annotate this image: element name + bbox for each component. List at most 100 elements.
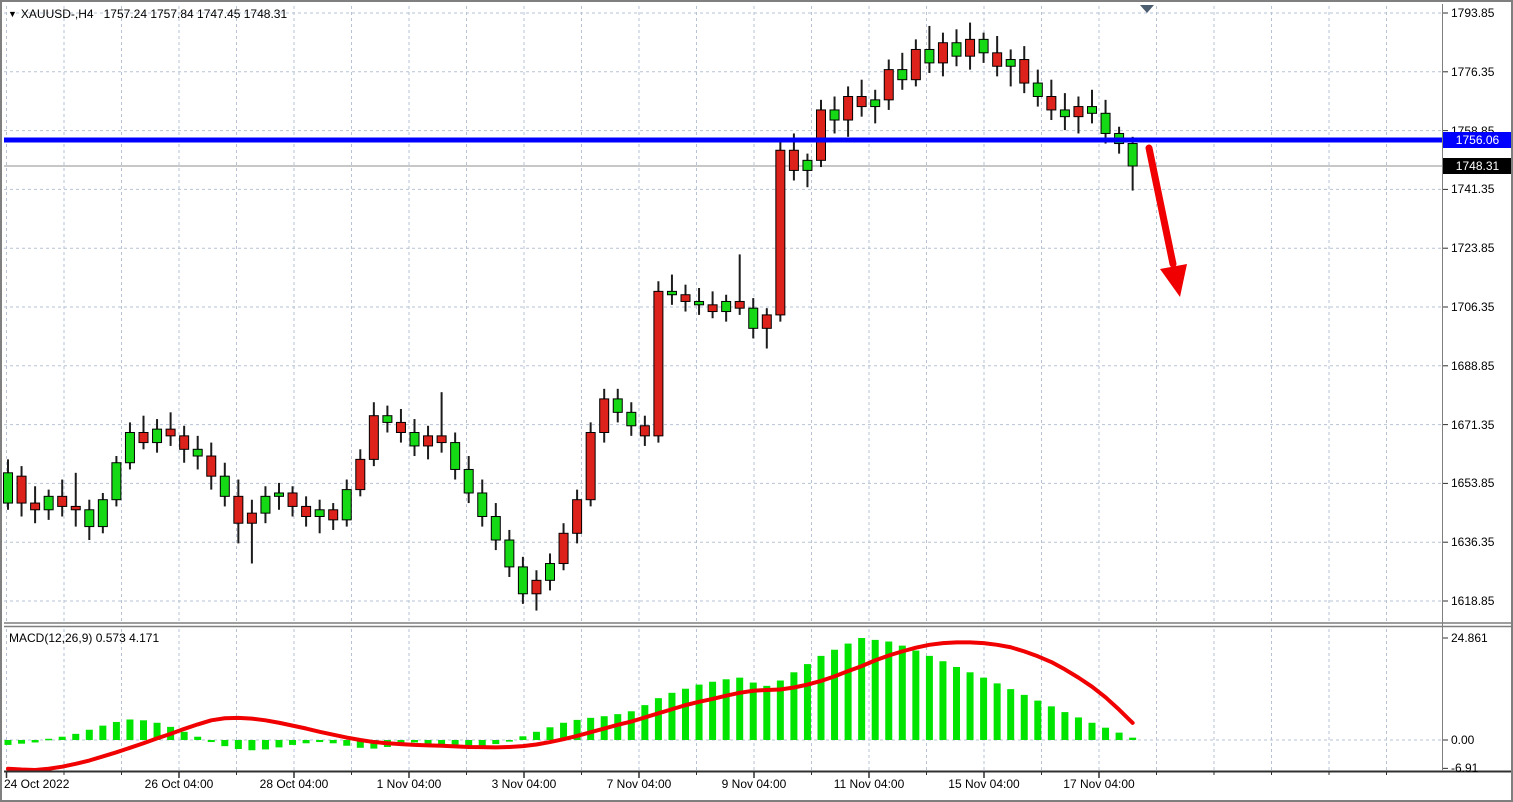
- current-candle-marker-icon: [1140, 5, 1154, 13]
- macd-histogram-bar: [925, 655, 933, 740]
- macd-histogram-bar: [275, 740, 283, 748]
- macd-signal-line: [6, 640, 1135, 772]
- macd-histogram-bar: [370, 740, 378, 749]
- macd-histogram-bar: [58, 736, 66, 740]
- candle-body: [653, 290, 664, 437]
- hline-price-badge: 1756.06: [1443, 131, 1511, 148]
- macd-histogram-bar: [980, 677, 988, 740]
- candle-body: [802, 159, 813, 171]
- collapse-triangle-icon[interactable]: ▼: [8, 9, 17, 19]
- macd-histogram-bar: [912, 650, 920, 740]
- candle-body: [978, 38, 989, 54]
- candle-body: [761, 314, 772, 329]
- candle-body: [558, 532, 569, 565]
- macd-histogram-bar: [180, 731, 188, 740]
- down-arrow-object[interactable]: [1145, 144, 1177, 268]
- candle-body: [1019, 59, 1030, 84]
- candle-body: [694, 300, 705, 306]
- macd-histogram-bar: [140, 720, 147, 740]
- candle-body: [517, 566, 528, 595]
- macd-histogram-bar: [560, 722, 568, 740]
- candle-body: [70, 505, 81, 511]
- candle-body: [57, 495, 68, 507]
- candle-body: [924, 48, 935, 64]
- candle-body: [707, 304, 718, 313]
- candle-body: [992, 52, 1003, 67]
- candle-body: [30, 502, 41, 511]
- macd-histogram-bar: [641, 705, 649, 740]
- macd-histogram-bar: [194, 736, 202, 740]
- candle-body: [910, 48, 921, 81]
- candle-body: [260, 495, 271, 514]
- candle-body: [965, 38, 976, 57]
- macd-histogram-bar: [682, 688, 689, 740]
- macd-histogram-bar: [465, 740, 473, 749]
- candle-body: [883, 69, 894, 101]
- macd-histogram-bar: [709, 681, 717, 740]
- candle-body: [680, 294, 691, 302]
- candle-body: [287, 492, 298, 507]
- candle-body: [124, 431, 135, 464]
- candle-body: [666, 290, 677, 296]
- macd-histogram-bar: [817, 655, 825, 740]
- candle-body: [355, 458, 366, 491]
- macd-histogram-bar: [248, 740, 256, 751]
- candle-body: [84, 509, 95, 528]
- macd-histogram-bar: [1047, 706, 1055, 740]
- candle-body: [192, 448, 203, 457]
- macd-histogram-bar: [356, 740, 364, 748]
- candle-body: [599, 398, 610, 433]
- macd-histogram-bar: [316, 740, 324, 743]
- candle-body: [43, 495, 54, 511]
- candle-body: [1073, 106, 1084, 118]
- candle-body: [504, 539, 515, 568]
- macd-histogram-bar: [4, 740, 12, 745]
- macd-histogram-bar: [831, 649, 839, 740]
- macd-histogram-bar: [126, 719, 134, 740]
- candle-body: [436, 435, 447, 444]
- ohlc-values: 1757.24 1757.84 1747.45 1748.31: [103, 7, 288, 21]
- macd-histogram-bar: [790, 672, 798, 740]
- symbol-timeframe-label: XAUUSD-,H4: [20, 7, 94, 21]
- macd-histogram-bar: [99, 725, 107, 740]
- candle-body: [531, 579, 542, 595]
- macd-indicator-values: 0.573 4.171: [95, 631, 160, 645]
- candle-body: [97, 499, 108, 528]
- candle-body: [463, 468, 474, 494]
- macd-histogram-bar: [573, 719, 581, 740]
- macd-histogram-bar: [627, 711, 635, 740]
- candle-body: [219, 475, 230, 497]
- candle-body: [246, 512, 257, 524]
- macd-histogram-bar: [885, 641, 893, 740]
- macd-histogram-bar: [478, 740, 486, 747]
- candle-body: [1046, 95, 1057, 111]
- chart-header: ▼ XAUUSD-,H4 1757.24 1757.84 1747.45 1748.…: [8, 7, 287, 21]
- macd-histogram-bar: [614, 714, 622, 740]
- macd-histogram-bar: [261, 740, 269, 750]
- candle-body: [748, 307, 759, 329]
- candle-body: [951, 42, 962, 57]
- macd-histogram-bar: [112, 721, 120, 740]
- candle-body: [341, 489, 352, 521]
- candle-body: [233, 495, 244, 524]
- macd-histogram-bar: [749, 682, 757, 740]
- macd-histogram-bar: [871, 639, 879, 740]
- macd-histogram-bar: [505, 740, 513, 742]
- macd-indicator-label: MACD(12,26,9): [9, 631, 93, 645]
- macd-histogram-bar: [736, 677, 744, 740]
- candle-body: [1100, 112, 1111, 134]
- macd-histogram-bar: [45, 738, 53, 741]
- macd-histogram-bar: [1007, 689, 1015, 740]
- macd-histogram-bar: [844, 643, 852, 740]
- macd-histogram-bar: [1061, 712, 1069, 740]
- macd-histogram-bar: [153, 722, 161, 740]
- macd-histogram-bar: [1034, 700, 1042, 740]
- down-arrow-head[interactable]: [1160, 264, 1187, 297]
- macd-histogram-bar: [803, 664, 811, 740]
- candle-body: [734, 300, 745, 309]
- candle-body: [1087, 106, 1097, 114]
- macd-histogram-bar: [1129, 737, 1137, 740]
- macd-histogram-bar: [519, 736, 527, 740]
- macd-histogram-bar: [587, 717, 595, 740]
